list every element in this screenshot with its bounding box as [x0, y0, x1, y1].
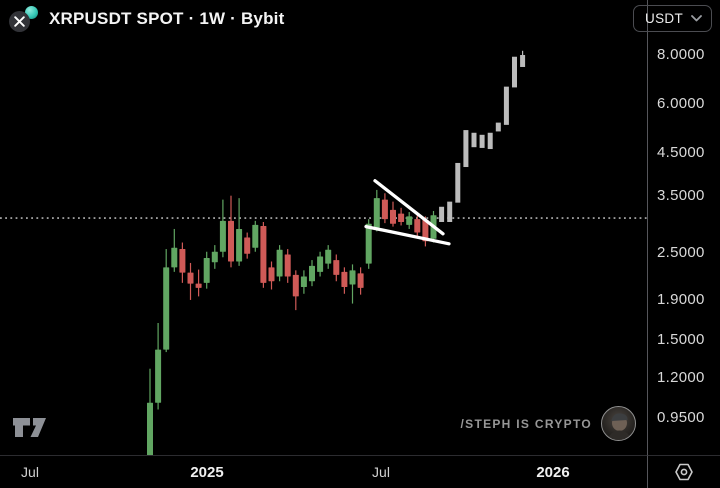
price-tick-label: 3.5000: [657, 186, 705, 204]
projection-bar: [503, 86, 509, 125]
xrp-logo: [8, 5, 40, 33]
candle-up: [163, 267, 170, 350]
candle-up: [317, 256, 324, 272]
tradingview-logo[interactable]: [12, 415, 48, 445]
time-axis[interactable]: Jul 2025 Jul 2026: [0, 455, 647, 488]
price-tick-label: 2.5000: [657, 244, 705, 262]
candle-down: [244, 237, 251, 254]
time-tick-label: Jul: [21, 464, 39, 480]
quote-currency-button[interactable]: USDT: [633, 5, 712, 32]
candle-up: [276, 249, 283, 277]
avatar: [601, 406, 636, 441]
trendline[interactable]: [373, 179, 445, 236]
candle-down: [341, 271, 348, 287]
projection-bar: [495, 122, 501, 132]
candle-down: [292, 274, 299, 297]
candle-down: [381, 199, 388, 220]
watermark-text: /STEPH IS CRYPTO: [460, 416, 592, 431]
candle-up: [365, 223, 372, 264]
price-tick-label: 8.0000: [657, 45, 705, 63]
candle-up: [171, 247, 178, 268]
candle-up: [309, 265, 315, 282]
header: XRPUSDT SPOT · 1W · Bybit: [8, 5, 284, 33]
xrp-x-icon: [9, 11, 30, 32]
axis-settings-button[interactable]: [647, 455, 720, 488]
candle-up: [406, 216, 413, 225]
candle-down: [268, 267, 275, 282]
gear-icon: [675, 463, 693, 481]
candle-up: [373, 198, 380, 228]
candle-up: [236, 228, 243, 262]
symbol-title: XRPUSDT SPOT · 1W · Bybit: [49, 9, 285, 28]
projection-bar: [455, 162, 461, 203]
candle-down: [284, 254, 291, 277]
candle-down: [195, 283, 202, 288]
trendline[interactable]: [364, 224, 451, 246]
price-tick-label: 6.0000: [657, 94, 705, 112]
candle-up: [211, 251, 218, 263]
candlestick-chart[interactable]: [0, 0, 647, 455]
candle-down: [357, 273, 364, 288]
projection-bar: [520, 55, 526, 67]
candle-down: [260, 226, 267, 283]
candle-up: [300, 276, 307, 287]
candle-up: [219, 220, 226, 252]
projection-bar: [471, 132, 477, 148]
price-tick-label: 1.2000: [657, 369, 705, 387]
candle-up: [203, 257, 210, 283]
candle-down: [333, 260, 340, 275]
projection-bar: [512, 56, 517, 88]
price-tick-label: 0.9500: [657, 409, 705, 427]
price-tick-label: 1.5000: [657, 331, 705, 349]
candle-down: [228, 220, 234, 262]
candle-down: [398, 213, 405, 222]
candle-down: [414, 219, 421, 233]
candle-up: [147, 402, 153, 455]
chevron-down-icon: [691, 15, 702, 22]
watermark: /STEPH IS CRYPTO: [440, 406, 636, 441]
candle-up: [325, 249, 332, 264]
candle-up: [252, 224, 259, 248]
candle-down: [390, 209, 396, 224]
quote-currency-label: USDT: [645, 11, 683, 26]
candle-down: [187, 272, 194, 284]
chart-pane[interactable]: [0, 0, 647, 455]
candle-down: [422, 219, 429, 242]
time-tick-label: Jul: [372, 464, 390, 480]
candle-up: [349, 270, 356, 285]
projection-bar: [447, 201, 453, 222]
candle-up: [155, 349, 162, 403]
price-tick-label: 1.9000: [657, 290, 705, 308]
projection-bar: [439, 206, 445, 222]
projection-bar: [463, 130, 469, 168]
price-axis[interactable]: 8.0000 6.0000 4.5000 3.5000 2.5000 1.9000 1.50…: [647, 0, 720, 455]
time-tick-label: 2025: [190, 464, 224, 481]
candle-down: [179, 249, 186, 273]
projection-bar: [479, 134, 485, 148]
time-tick-label: 2026: [536, 464, 570, 481]
price-tick-label: 4.5000: [657, 143, 705, 161]
projection-bar: [487, 132, 493, 150]
